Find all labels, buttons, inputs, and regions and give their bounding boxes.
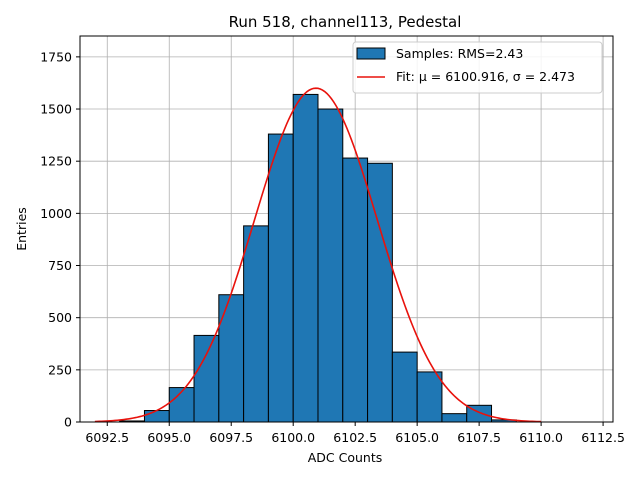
histogram-bars — [119, 93, 517, 423]
x-tick-label: 6107.5 — [457, 430, 501, 445]
legend: Samples: RMS=2.43 Fit: μ = 6100.916, σ =… — [352, 41, 603, 94]
y-axis-label: Entries — [14, 207, 29, 251]
x-tick-label: 6095.0 — [147, 430, 191, 445]
histogram-bar-3 — [168, 387, 195, 423]
legend-samples-label: Samples: RMS=2.43 — [396, 46, 523, 61]
x-axis-label: ADC Counts — [308, 450, 383, 465]
y-tick-label: 1000 — [40, 206, 72, 221]
ticks: 6092.5 6095.0 6097.5 6100.0 6102.5 6105.0 6107… — [40, 49, 625, 445]
y-tick-label: 1250 — [40, 154, 72, 169]
histogram-bar-5 — [218, 294, 245, 423]
histogram-bar-8 — [292, 93, 319, 423]
histogram-bar-11 — [367, 162, 393, 423]
fit-curve-group — [94, 87, 542, 423]
y-tick-label: 1750 — [40, 49, 72, 64]
y-tick-label: 1500 — [40, 102, 72, 117]
x-tick-label: 6102.5 — [333, 430, 377, 445]
x-tick-label: 6110.0 — [519, 430, 563, 445]
axes — [79, 35, 614, 423]
histogram-bar-6 — [243, 225, 269, 423]
histogram-bar-4 — [193, 334, 220, 423]
y-tick-label: 500 — [48, 310, 72, 325]
histogram-bar-10 — [342, 157, 369, 423]
histogram-bar-9 — [317, 108, 344, 423]
histogram-bar-7 — [267, 133, 294, 423]
chart-title: Run 518, channel113, Pedestal — [229, 13, 462, 31]
fit-curve — [94, 87, 542, 423]
histogram-bar-13 — [416, 371, 443, 423]
x-tick-label: 6105.0 — [395, 430, 439, 445]
histogram-bar-2 — [143, 410, 170, 423]
y-tick-label: 0 — [64, 415, 72, 430]
y-tick-label: 750 — [48, 258, 72, 273]
legend-samples-patch — [356, 47, 386, 60]
y-tick-label: 250 — [48, 362, 72, 377]
legend-fit-label: Fit: μ = 6100.916, σ = 2.473 — [396, 69, 575, 84]
x-tick-label: 6112.5 — [581, 430, 625, 445]
x-tick-label: 6100.0 — [271, 430, 315, 445]
histogram-bar-14 — [441, 413, 468, 423]
histogram-bar-12 — [391, 351, 418, 423]
legend-frame — [352, 41, 603, 94]
x-tick-label: 6097.5 — [209, 430, 253, 445]
plot-frame — [79, 35, 614, 423]
x-tick-label: 6092.5 — [85, 430, 129, 445]
